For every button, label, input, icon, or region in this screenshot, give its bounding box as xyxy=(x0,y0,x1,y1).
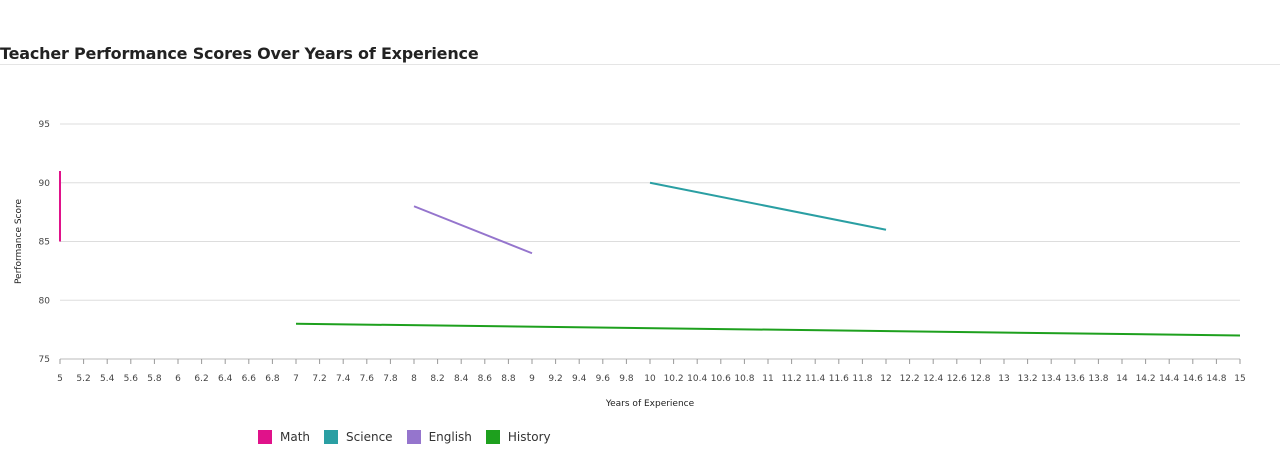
legend-item-math[interactable]: Math xyxy=(258,430,310,444)
x-tick-label: 13.2 xyxy=(1018,374,1038,384)
x-tick-label: 13.8 xyxy=(1088,374,1108,384)
x-tick-label: 8.8 xyxy=(501,374,516,384)
x-tick-label: 12.6 xyxy=(947,374,967,384)
y-tick-label: 85 xyxy=(39,238,50,248)
x-tick-label: 8.2 xyxy=(430,374,444,384)
legend-label: Science xyxy=(346,430,393,444)
legend-swatch-math xyxy=(258,430,272,444)
x-tick-label: 12.2 xyxy=(900,374,920,384)
x-tick-label: 6.2 xyxy=(194,374,208,384)
x-tick-label: 14 xyxy=(1116,374,1128,384)
x-tick-label: 9.8 xyxy=(619,374,634,384)
x-tick-label: 12.4 xyxy=(923,374,943,384)
x-tick-label: 5.2 xyxy=(76,374,90,384)
legend-label: English xyxy=(428,430,472,444)
chart-title-bar: Teacher Performance Scores Over Years of… xyxy=(0,40,1280,65)
x-tick-label: 5.4 xyxy=(100,374,115,384)
legend-swatch-science xyxy=(324,430,339,444)
y-tick-label: 80 xyxy=(39,296,51,306)
x-tick-label: 10.8 xyxy=(734,374,754,384)
x-tick-label: 6.6 xyxy=(242,374,257,384)
grid-lines xyxy=(60,123,1240,360)
y-axis: 75 80 85 90 95 xyxy=(39,120,51,365)
x-tick-label: 9.4 xyxy=(572,374,587,384)
x-tick-label: 11.8 xyxy=(852,374,872,384)
x-tick-label: 12.8 xyxy=(970,374,990,384)
x-axis-title: Years of Experience xyxy=(605,399,695,409)
x-tick-label: 5.8 xyxy=(147,374,162,384)
x-tick-label: 6.8 xyxy=(265,374,280,384)
series-line-english xyxy=(413,205,533,255)
x-tick-label: 14.8 xyxy=(1206,374,1226,384)
y-axis-title: Performance Score xyxy=(14,198,24,284)
chart-title: Teacher Performance Scores Over Years of… xyxy=(0,44,479,63)
x-tick-label: 14.6 xyxy=(1183,374,1203,384)
x-tick-label: 6.4 xyxy=(218,374,233,384)
y-tick-label: 90 xyxy=(39,179,51,189)
legend-label: Math xyxy=(280,430,311,444)
x-tick-label: 11.4 xyxy=(805,374,825,384)
x-tick-label: 7.6 xyxy=(360,374,375,384)
x-tick-label: 8 xyxy=(411,374,417,384)
x-tick-label: 11 xyxy=(762,374,773,384)
x-tick-label: 7.4 xyxy=(336,374,351,384)
legend-item-english[interactable]: English xyxy=(406,430,472,444)
x-axis: 5 5.2 5.4 5.6 5.8 6 6.2 6.4 6.6 6.8 7 7.2 7.4 7.6 7.8 8… xyxy=(57,359,1246,384)
series-line-science xyxy=(649,181,887,231)
x-tick-label: 8.4 xyxy=(454,374,469,384)
legend-label: History xyxy=(507,430,551,444)
x-tick-label: 14.4 xyxy=(1159,374,1179,384)
legend-swatch-english xyxy=(406,430,421,444)
x-tick-label: 8.6 xyxy=(478,374,493,384)
x-tick-label: 13.4 xyxy=(1041,374,1061,384)
x-tick-label: 9.2 xyxy=(548,374,562,384)
series-group xyxy=(59,171,1241,337)
legend: Math Science English History xyxy=(258,430,551,444)
x-tick-label: 9.6 xyxy=(596,374,611,384)
x-tick-label: 10.6 xyxy=(711,374,731,384)
x-tick-label: 5 xyxy=(57,374,63,384)
x-tick-label: 5.6 xyxy=(124,374,139,384)
x-tick-label: 14.2 xyxy=(1136,374,1156,384)
x-tick-label: 13 xyxy=(998,374,1009,384)
y-tick-label: 95 xyxy=(39,120,50,130)
legend-item-science[interactable]: Science xyxy=(324,430,393,444)
series-line-history xyxy=(295,322,1241,337)
legend-item-history[interactable]: History xyxy=(485,430,551,444)
x-tick-label: 10 xyxy=(644,374,656,384)
x-tick-label: 6 xyxy=(175,374,181,384)
x-tick-label: 7.2 xyxy=(312,374,326,384)
x-tick-label: 12 xyxy=(880,374,891,384)
x-tick-label: 11.6 xyxy=(829,374,849,384)
x-tick-label: 10.4 xyxy=(687,374,707,384)
x-tick-label: 10.2 xyxy=(664,374,684,384)
x-tick-label: 7 xyxy=(293,374,299,384)
y-tick-label: 75 xyxy=(39,355,50,365)
legend-swatch-history xyxy=(485,430,500,444)
x-tick-label: 13.6 xyxy=(1065,374,1085,384)
x-tick-label: 15 xyxy=(1234,374,1245,384)
x-tick-label: 7.8 xyxy=(383,374,398,384)
x-tick-label: 11.2 xyxy=(782,374,802,384)
x-tick-label: 9 xyxy=(529,374,535,384)
